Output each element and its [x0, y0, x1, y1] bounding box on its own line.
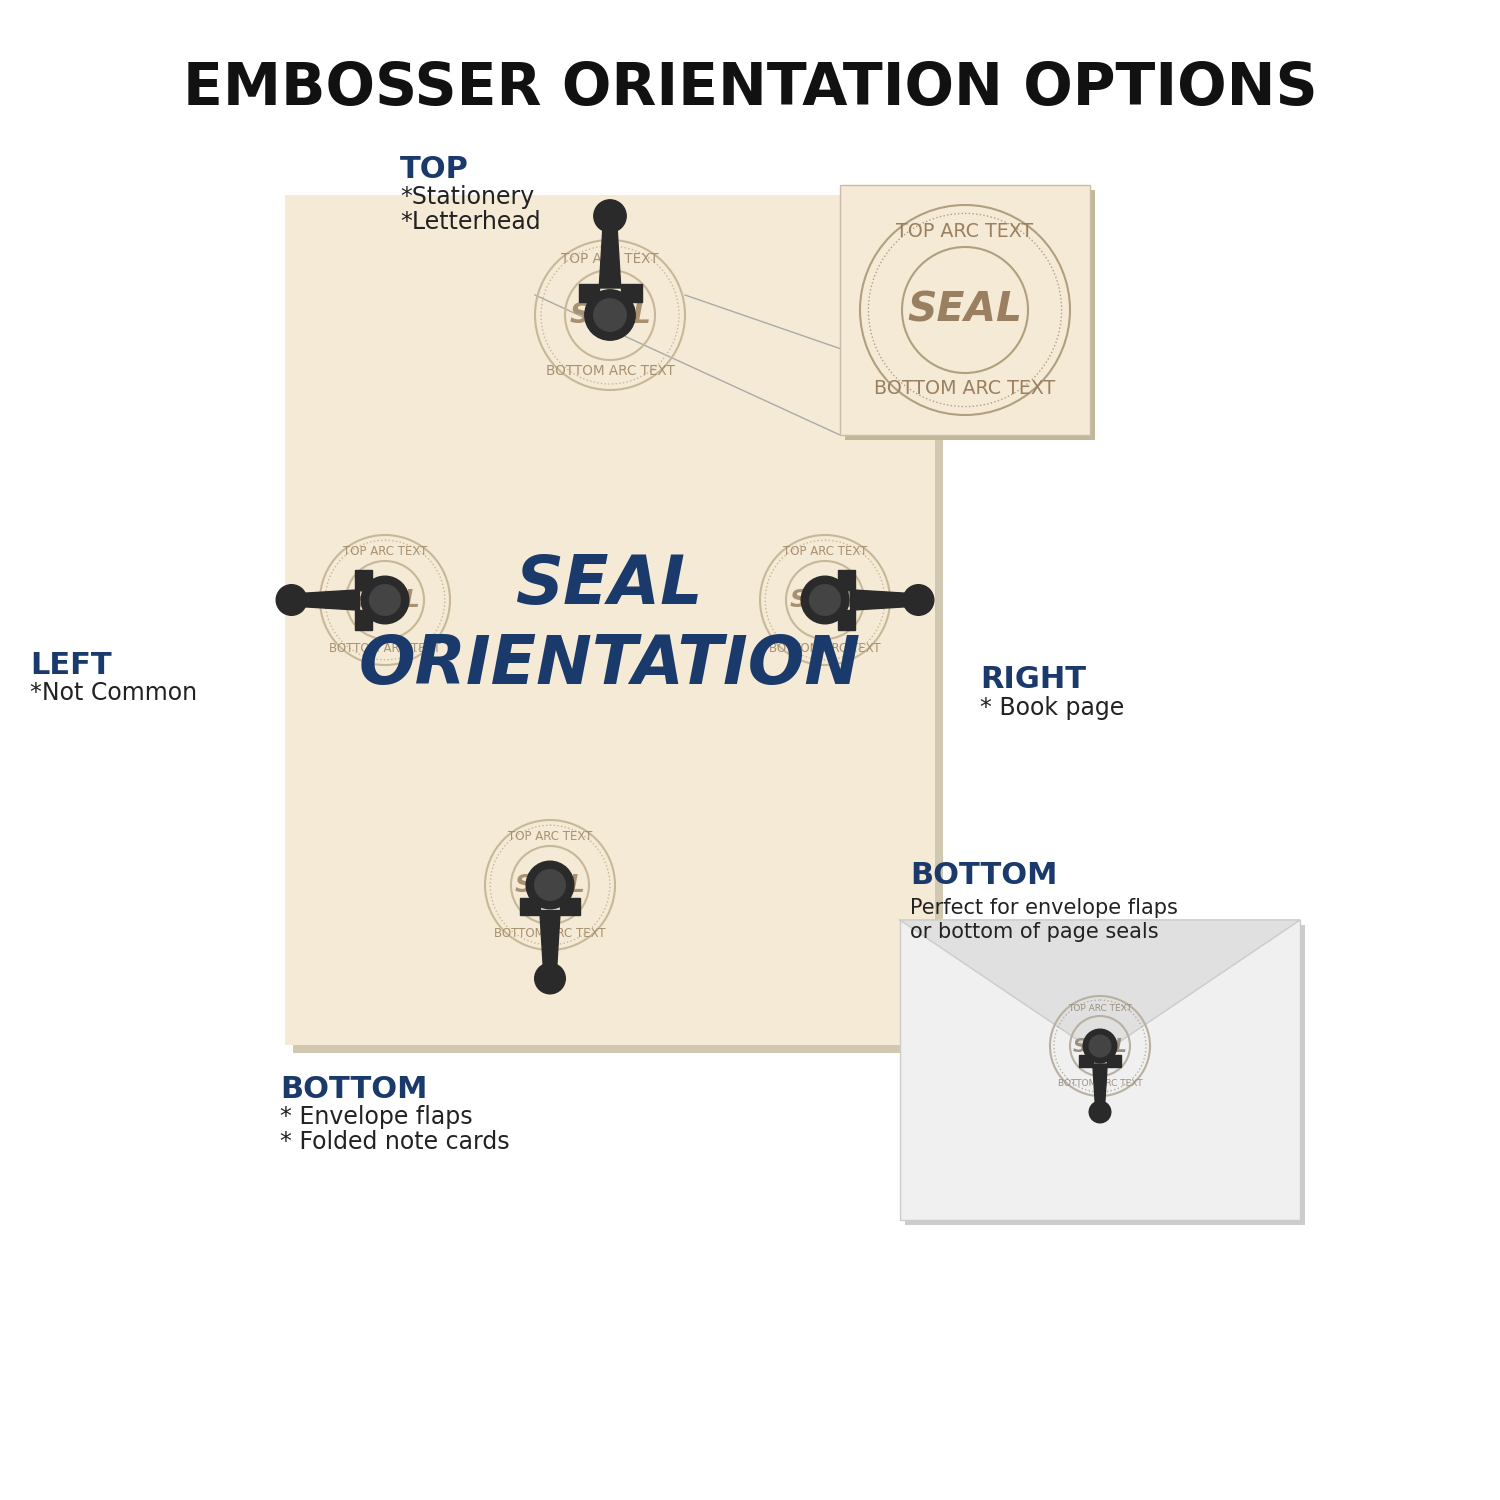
Text: BOTTOM ARC TEXT: BOTTOM ARC TEXT	[1058, 1078, 1143, 1088]
FancyBboxPatch shape	[292, 202, 944, 1053]
Text: *Stationery: *Stationery	[400, 184, 534, 209]
Polygon shape	[850, 590, 906, 610]
FancyBboxPatch shape	[840, 184, 1090, 435]
Text: SEAL: SEAL	[789, 588, 861, 612]
Circle shape	[534, 963, 566, 994]
Circle shape	[526, 861, 574, 909]
Polygon shape	[598, 230, 621, 288]
Text: BOTTOM ARC TEXT: BOTTOM ARC TEXT	[874, 380, 1056, 399]
Polygon shape	[540, 910, 560, 966]
Text: TOP ARC TEXT: TOP ARC TEXT	[1068, 1004, 1132, 1013]
Circle shape	[801, 576, 849, 624]
Polygon shape	[560, 897, 579, 915]
Text: TOP ARC TEXT: TOP ARC TEXT	[509, 830, 592, 843]
Polygon shape	[900, 920, 1300, 1054]
Text: TOP ARC TEXT: TOP ARC TEXT	[561, 252, 658, 266]
Text: * Book page: * Book page	[980, 696, 1125, 720]
Text: SEAL: SEAL	[908, 290, 1023, 330]
Text: or bottom of page seals: or bottom of page seals	[910, 922, 1158, 942]
Circle shape	[585, 290, 634, 340]
Text: LEFT: LEFT	[30, 651, 111, 680]
Text: SEAL: SEAL	[516, 552, 704, 618]
Text: TOP ARC TEXT: TOP ARC TEXT	[897, 222, 1034, 240]
Polygon shape	[837, 570, 855, 590]
Polygon shape	[621, 284, 642, 302]
Circle shape	[534, 870, 566, 900]
Text: * Envelope flaps: * Envelope flaps	[280, 1106, 472, 1130]
Text: *Not Common: *Not Common	[30, 681, 196, 705]
Polygon shape	[1094, 1064, 1107, 1102]
FancyBboxPatch shape	[285, 195, 934, 1046]
Text: *Letterhead: *Letterhead	[400, 210, 540, 234]
Text: BOTTOM ARC TEXT: BOTTOM ARC TEXT	[770, 642, 880, 656]
Circle shape	[1089, 1035, 1112, 1058]
Circle shape	[594, 200, 626, 232]
Polygon shape	[304, 590, 360, 610]
Circle shape	[362, 576, 410, 624]
Polygon shape	[1107, 1054, 1120, 1066]
Text: SEAL: SEAL	[514, 873, 585, 897]
Text: EMBOSSER ORIENTATION OPTIONS: EMBOSSER ORIENTATION OPTIONS	[183, 60, 1317, 117]
Polygon shape	[356, 570, 372, 590]
FancyBboxPatch shape	[844, 190, 1095, 440]
Text: BOTTOM ARC TEXT: BOTTOM ARC TEXT	[494, 927, 606, 940]
Circle shape	[369, 585, 400, 615]
Text: TOP: TOP	[400, 154, 470, 184]
Text: SEAL: SEAL	[1072, 1036, 1128, 1056]
Circle shape	[1083, 1029, 1118, 1063]
Circle shape	[594, 298, 626, 332]
Text: BOTTOM: BOTTOM	[280, 1076, 428, 1104]
Text: BOTTOM: BOTTOM	[910, 861, 1058, 889]
FancyBboxPatch shape	[900, 920, 1300, 1220]
Circle shape	[1089, 1101, 1112, 1124]
Circle shape	[903, 585, 934, 615]
Circle shape	[810, 585, 840, 615]
Text: BOTTOM ARC TEXT: BOTTOM ARC TEXT	[546, 364, 675, 378]
Text: BOTTOM ARC TEXT: BOTTOM ARC TEXT	[328, 642, 441, 656]
Polygon shape	[837, 610, 855, 630]
Text: * Folded note cards: * Folded note cards	[280, 1130, 510, 1154]
FancyBboxPatch shape	[904, 926, 1305, 1226]
Text: Perfect for envelope flaps: Perfect for envelope flaps	[910, 898, 1178, 918]
Polygon shape	[520, 897, 540, 915]
Polygon shape	[356, 610, 372, 630]
Text: TOP ARC TEXT: TOP ARC TEXT	[783, 544, 867, 558]
Circle shape	[276, 585, 308, 615]
Polygon shape	[579, 284, 598, 302]
Text: ORIENTATION: ORIENTATION	[358, 632, 861, 698]
Text: SEAL: SEAL	[350, 588, 420, 612]
Text: TOP ARC TEXT: TOP ARC TEXT	[344, 544, 427, 558]
Text: RIGHT: RIGHT	[980, 666, 1086, 694]
Text: SEAL: SEAL	[568, 302, 651, 328]
Polygon shape	[1078, 1054, 1094, 1066]
